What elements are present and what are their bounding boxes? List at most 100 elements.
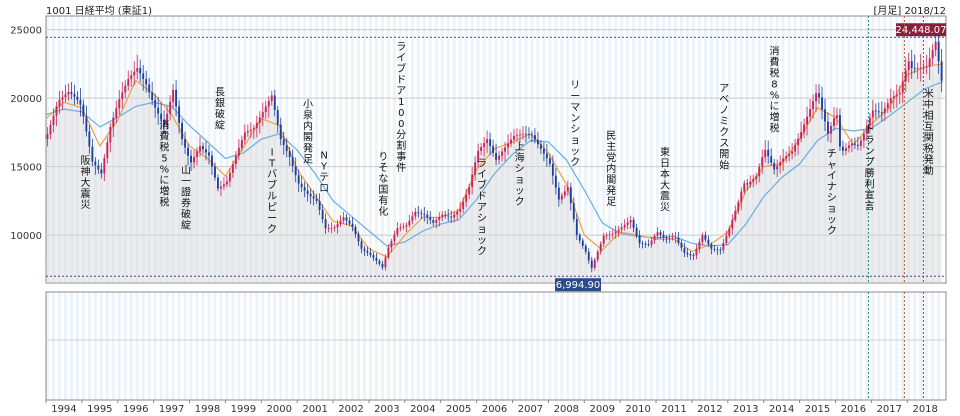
month-stripe: [494, 292, 498, 400]
candle-body: [354, 226, 357, 235]
candle-body: [366, 250, 369, 253]
candle-body: [351, 223, 354, 227]
candle-body: [815, 93, 817, 102]
month-stripe: [135, 292, 139, 400]
candle-body: [507, 143, 509, 148]
candle-body: [770, 156, 773, 163]
candle-body: [288, 151, 291, 158]
candle-body: [522, 133, 524, 135]
candle-body: [360, 241, 363, 249]
candle-body: [411, 216, 414, 221]
candles: [46, 28, 943, 273]
month-stripe: [362, 292, 366, 400]
candle-body: [64, 94, 67, 98]
candle-body: [749, 181, 752, 185]
candle-body: [937, 41, 940, 62]
low-value-label: 6,994.90: [556, 280, 601, 291]
month-stripe: [147, 292, 151, 400]
month-stripe: [159, 16, 163, 283]
month-stripe: [757, 292, 761, 400]
candle-body: [734, 211, 737, 220]
candle-body: [118, 99, 121, 109]
month-stripe: [907, 16, 911, 283]
month-stripe: [590, 292, 594, 400]
x-tick-label: 2000: [267, 404, 292, 415]
candle-body: [934, 41, 937, 51]
candle-body: [874, 110, 877, 112]
month-stripe: [733, 292, 737, 400]
month-stripe: [691, 292, 695, 400]
month-stripe: [739, 16, 743, 283]
candle-body: [847, 145, 850, 149]
x-tick-label: 1998: [195, 404, 220, 415]
candle-body: [67, 91, 70, 95]
annotation-label: 上海ショック: [515, 141, 525, 208]
month-stripe: [291, 292, 295, 400]
month-stripe: [177, 292, 181, 400]
candle-body: [79, 99, 82, 105]
y-tick-label: 25000: [10, 26, 42, 37]
candle-body: [767, 149, 770, 157]
month-stripe: [829, 16, 833, 283]
annotation-label: 小泉内閣発足: [303, 99, 313, 166]
month-stripe: [685, 292, 689, 400]
candle-body: [465, 194, 468, 202]
candle-body: [925, 66, 928, 68]
month-stripe: [315, 292, 319, 400]
candle-body: [483, 143, 486, 148]
candle-body: [839, 115, 841, 147]
candle-body: [375, 257, 378, 261]
month-stripe: [512, 292, 516, 400]
candle-body: [656, 232, 659, 236]
candle-body: [665, 237, 668, 239]
month-stripe: [267, 292, 271, 400]
candle-body: [258, 117, 261, 123]
candle-body: [426, 214, 429, 218]
month-stripe: [410, 16, 414, 283]
candle-body: [291, 157, 294, 167]
month-stripe: [51, 292, 55, 400]
candle-body: [862, 133, 865, 141]
month-stripe: [81, 292, 85, 400]
candle-body: [501, 151, 503, 156]
month-stripe: [751, 292, 755, 400]
candle-body: [133, 71, 136, 76]
candle-body: [910, 61, 913, 69]
month-stripe: [315, 16, 319, 283]
annotation-label: 消費税 8 %に増税: [769, 44, 779, 134]
candle-body: [593, 259, 596, 268]
month-stripe: [159, 292, 163, 400]
month-stripe: [255, 292, 259, 400]
month-stripe: [560, 16, 564, 283]
candle-body: [429, 217, 432, 221]
candle-body: [683, 247, 686, 253]
candle-body: [193, 156, 195, 163]
candle-body: [859, 140, 862, 146]
candle-body: [408, 220, 411, 226]
candle-body: [273, 95, 276, 111]
month-stripe: [422, 292, 426, 400]
month-stripe: [853, 292, 857, 400]
candle-body: [877, 111, 880, 113]
candle-body: [330, 227, 333, 229]
month-stripe: [799, 292, 803, 400]
candle-body: [450, 216, 453, 218]
month-stripe: [584, 16, 588, 283]
candle-body: [827, 121, 829, 134]
high-value-label: 24,448.07: [896, 25, 947, 36]
candle-body: [533, 135, 536, 140]
month-stripe: [895, 16, 899, 283]
month-stripe: [656, 292, 660, 400]
x-tick-label: 2012: [697, 404, 722, 415]
annotation-label: 山一證券破綻: [181, 164, 191, 231]
candle-body: [504, 147, 506, 152]
candle-body: [46, 134, 49, 139]
month-stripe: [901, 292, 905, 400]
month-stripe: [452, 16, 456, 283]
month-stripe: [727, 292, 731, 400]
candle-body: [178, 106, 181, 123]
candle-body: [620, 227, 623, 230]
month-stripe: [644, 16, 648, 283]
x-tick-label: 2016: [841, 404, 866, 415]
